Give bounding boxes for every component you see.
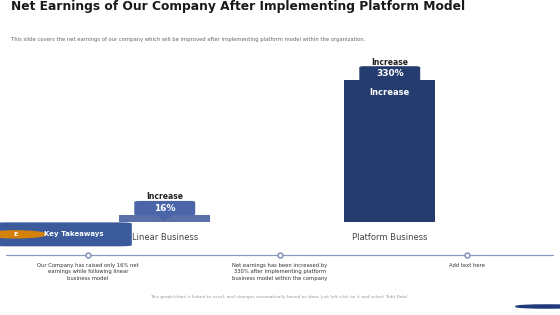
Polygon shape [155,214,175,221]
Text: Net Earnings of Our Company After Implementing Platform Model: Net Earnings of Our Company After Implem… [11,0,465,13]
Text: Net earnings has been increased by
330% after implementing platform
business mod: Net earnings has been increased by 330% … [232,263,328,281]
Text: This slide covers the net earnings of our company which will be improved after i: This slide covers the net earnings of ou… [11,37,365,42]
Bar [344,80,435,222]
Text: 330%: 330% [376,69,404,78]
FancyBboxPatch shape [360,66,420,81]
FancyBboxPatch shape [134,201,195,215]
Text: Our Company has raised only 16% net
earnings while following linear
business mod: Our Company has raised only 16% net earn… [37,263,139,281]
Text: Platform Business: Platform Business [352,233,427,242]
Text: Linear Business: Linear Business [132,233,198,242]
Circle shape [516,305,560,308]
Text: Increase: Increase [371,58,408,67]
Text: This graph/chart is linked to excel, and changes automatically based on data. Ju: This graph/chart is linked to excel, and… [150,295,410,299]
Text: Key Takeaways: Key Takeaways [44,231,104,238]
FancyBboxPatch shape [0,222,132,246]
Circle shape [0,231,46,238]
Text: Add text here: Add text here [449,263,484,268]
Polygon shape [380,79,400,86]
Text: Increase: Increase [146,192,183,201]
Text: E: E [13,232,17,237]
Text: 16%: 16% [154,204,175,213]
Bar [119,215,210,222]
Text: Increase: Increase [370,89,410,97]
